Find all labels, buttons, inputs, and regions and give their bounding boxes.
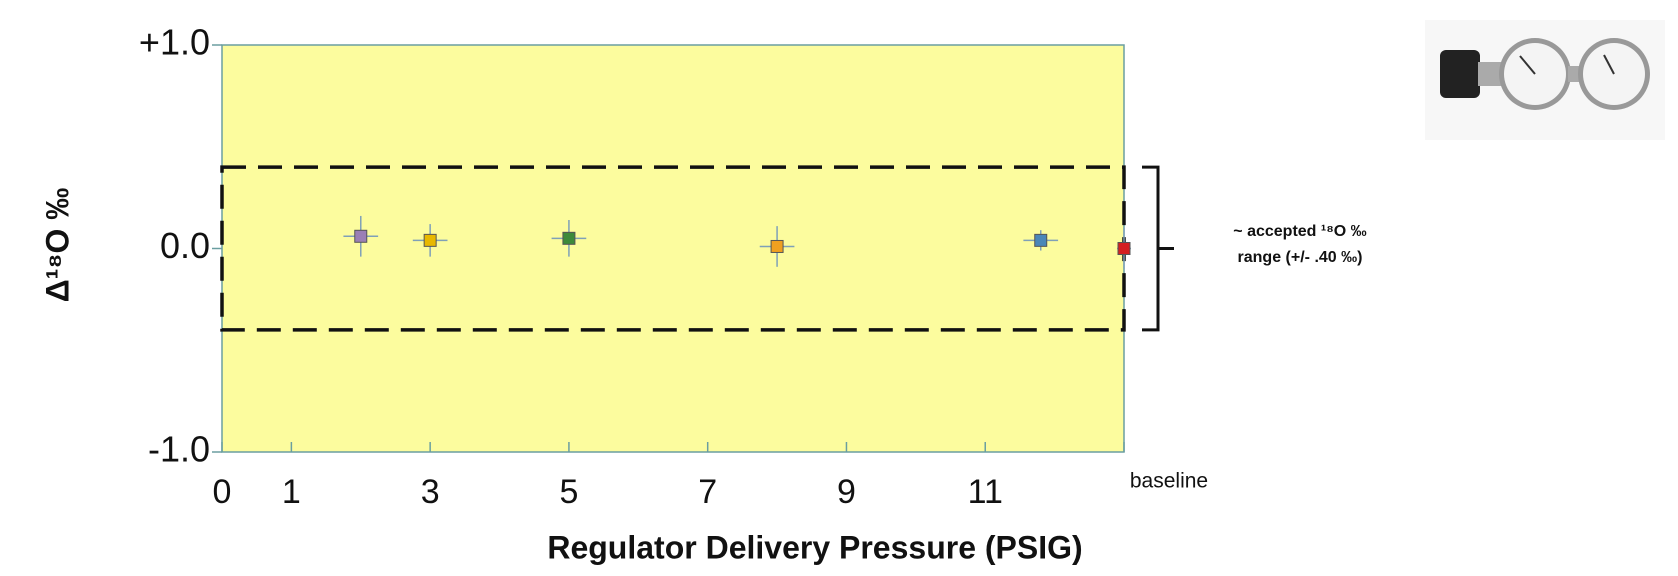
x-tick-label: 1 (282, 473, 301, 511)
x-tick-label: 9 (837, 473, 856, 511)
y-axis-label: Δ¹⁸O ‰ (39, 188, 75, 303)
annotation: ~ accepted ¹⁸O ‰ (1233, 223, 1366, 240)
x-tick-label: 3 (421, 473, 440, 511)
x-tick-label: 7 (698, 473, 717, 511)
range-bracket (1142, 165, 1174, 332)
plot-area (221, 44, 1125, 453)
point (562, 231, 576, 245)
point (423, 233, 437, 247)
x-tick-label: 11 (968, 473, 1003, 511)
x-axis-label: Regulator Delivery Pressure (PSIG) (547, 529, 1082, 565)
y-tick-label: -1.0 (148, 429, 210, 470)
point (354, 229, 368, 243)
annotation: range (+/- .40 ‰) (1238, 249, 1363, 266)
point (1034, 233, 1048, 247)
regulator-icon (1425, 20, 1665, 140)
y-tick-label: +1.0 (139, 22, 210, 63)
point (770, 239, 784, 253)
x-tick-label: 0 (213, 473, 232, 511)
point (1117, 242, 1131, 255)
x-tick-label: 5 (559, 473, 578, 511)
x-tick-label: baseline (1130, 470, 1208, 493)
y-tick-label: 0.0 (160, 225, 210, 266)
